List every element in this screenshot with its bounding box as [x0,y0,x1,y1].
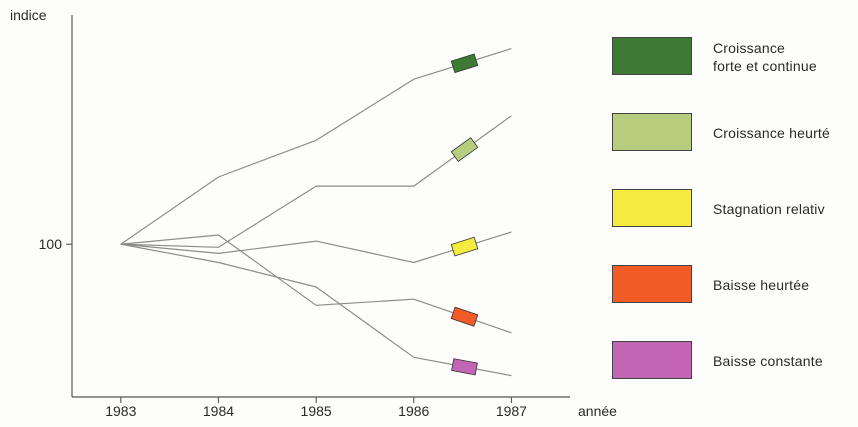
legend-swatch-croissance-heurtee [612,113,692,151]
series-lines [120,48,512,377]
y-tick-label: 100 [39,236,63,252]
legend-swatch-baisse-constante [612,341,692,379]
series-line-1 [120,48,512,245]
legend-label-croissance-heurtee: Croissance heurté [713,125,831,141]
x-tick-label: 1985 [301,403,332,419]
legend-label-croissance-forte: Croissance forte et continue [713,40,817,74]
x-axis-label: année [578,403,617,419]
legend-label-baisse-constante: Baisse constante [713,353,823,369]
x-tick-label: 1983 [105,403,136,419]
series-marker-4 [450,306,479,327]
series-line-5 [120,243,512,377]
series-marker-2 [450,137,479,163]
legend-swatch-stagnation [612,189,692,227]
series-markers [450,53,479,376]
series-line-4 [120,234,512,334]
axis-ticks: 1983 1984 1985 1986 1987 100 [39,236,528,419]
series-marker-1 [450,53,479,74]
x-tick-label: 1986 [398,403,429,419]
legend-label-stagnation: Stagnation relativ [713,201,825,217]
series-marker-3 [450,236,479,257]
series-line-2 [120,115,512,248]
y-axis-label: indice [10,7,47,23]
series-marker-5 [451,358,478,376]
legend-swatch-baisse-heurtee [612,265,692,303]
x-tick-label: 1984 [203,403,234,419]
legend-swatch-croissance-forte [612,37,692,75]
legend-label-baisse-heurtee: Baisse heurtée [713,277,810,293]
x-tick-label: 1987 [496,403,527,419]
series-line-3 [120,231,512,264]
